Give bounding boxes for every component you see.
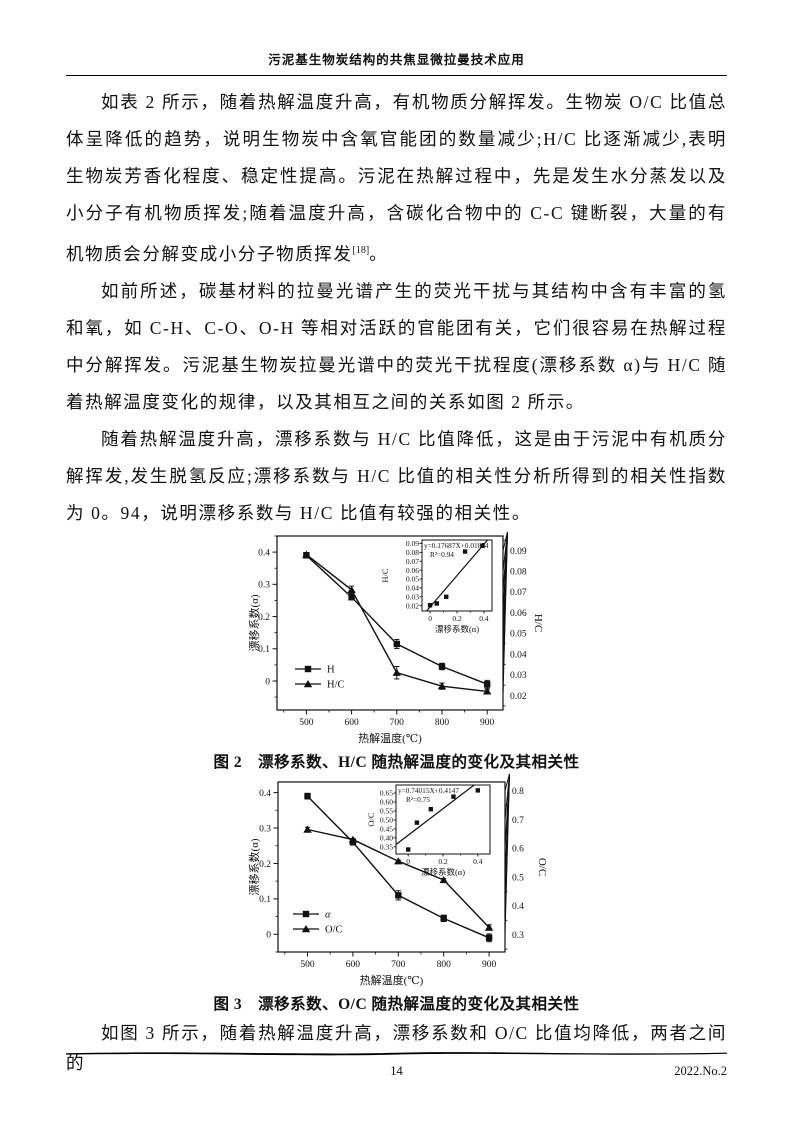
svg-text:0: 0 <box>266 930 271 940</box>
svg-text:0.04: 0.04 <box>405 583 418 592</box>
svg-text:0.1: 0.1 <box>259 895 271 905</box>
svg-text:500: 500 <box>300 960 315 970</box>
svg-text:0.05: 0.05 <box>510 629 527 639</box>
svg-text:0.4: 0.4 <box>259 789 271 799</box>
svg-text:0.07: 0.07 <box>405 557 418 566</box>
svg-text:500: 500 <box>299 718 314 728</box>
citation-reference: [18] <box>352 245 370 256</box>
svg-text:0.45: 0.45 <box>379 824 392 833</box>
svg-text:R²=0.75: R²=0.75 <box>406 795 430 804</box>
svg-text:900: 900 <box>481 960 496 970</box>
paragraph-2: 如前所述，碳基材料的拉曼光谱产生的荧光干扰与其结构中含有丰富的氢和氧，如 C-H… <box>66 280 727 412</box>
svg-text:0.09: 0.09 <box>510 547 527 557</box>
svg-text:0: 0 <box>406 857 410 866</box>
svg-text:0.2: 0.2 <box>258 613 270 623</box>
svg-text:0.2: 0.2 <box>259 860 271 870</box>
svg-text:0.6: 0.6 <box>512 844 524 854</box>
svg-text:0.4: 0.4 <box>512 902 524 912</box>
svg-text:0.02: 0.02 <box>510 692 527 702</box>
svg-text:0.55: 0.55 <box>379 806 392 815</box>
svg-text:800: 800 <box>434 718 449 728</box>
svg-text:0.65: 0.65 <box>379 788 392 797</box>
svg-text:0.02: 0.02 <box>405 601 418 610</box>
svg-text:O/C: O/C <box>536 858 547 876</box>
paragraph-1-tail: 。 <box>369 243 389 264</box>
svg-text:0: 0 <box>428 614 432 623</box>
svg-text:热解温度(℃): 热解温度(℃) <box>359 973 423 987</box>
svg-text:H/C: H/C <box>327 679 345 690</box>
svg-text:0.3: 0.3 <box>259 824 271 834</box>
svg-text:α: α <box>325 909 331 920</box>
svg-text:0.3: 0.3 <box>512 931 524 941</box>
issue-label: 2022.No.2 <box>674 1064 727 1078</box>
svg-text:0.8: 0.8 <box>512 787 524 797</box>
paragraph-3: 随着热解温度升高，漂移系数与 H/C 比值降低，这是由于污泥中有机质分解挥发,发… <box>66 428 727 523</box>
svg-text:y=0.74015X+0.4147: y=0.74015X+0.4147 <box>398 786 459 795</box>
svg-text:0.60: 0.60 <box>379 797 392 806</box>
svg-text:0.4: 0.4 <box>258 548 270 558</box>
figure-2-chart: 500 600 700 800 90000.10.20.30.40.020.030.04… <box>248 531 544 745</box>
svg-text:O/C: O/C <box>325 924 343 935</box>
svg-text:0.03: 0.03 <box>405 592 418 601</box>
page-footer: 14 2022.No.2 <box>66 1044 727 1082</box>
svg-text:0.03: 0.03 <box>510 671 527 681</box>
svg-text:H: H <box>327 664 335 675</box>
svg-text:0.7: 0.7 <box>512 816 524 826</box>
svg-text:0.2: 0.2 <box>452 614 462 623</box>
figure-3-chart: 500 600 700 800 900 0 0.1 0.2 0.3 0.4 0.3 0.4 0.5 0.6… <box>248 773 547 987</box>
svg-text:900: 900 <box>480 718 495 728</box>
svg-text:漂移系数(α): 漂移系数(α) <box>420 867 464 877</box>
svg-text:0.4: 0.4 <box>473 857 483 866</box>
svg-text:0.08: 0.08 <box>405 548 418 557</box>
svg-text:0.2: 0.2 <box>438 857 448 866</box>
svg-text:0.1: 0.1 <box>258 645 270 655</box>
svg-text:0.5: 0.5 <box>512 873 524 883</box>
figure-2-caption: 图 2 漂移系数、H/C 随热解温度的变化及其相关性 <box>213 753 580 771</box>
svg-text:漂移系数(α): 漂移系数(α) <box>248 838 261 895</box>
svg-text:H/C: H/C <box>532 614 544 632</box>
svg-text:漂移系数(α): 漂移系数(α) <box>248 594 261 651</box>
svg-text:热解温度(℃): 热解温度(℃) <box>358 731 422 745</box>
figure-3-caption: 图 3 漂移系数、O/C 随热解温度的变化及其相关性 <box>213 995 580 1013</box>
paragraph-1: 如表 2 所示，随着热解温度升高，有机物质分解挥发。生物炭 O/C 比值总体呈降… <box>66 84 727 273</box>
paragraph-1-text: 如表 2 所示，随着热解温度升高，有机物质分解挥发。生物炭 O/C 比值总体呈降… <box>66 92 727 264</box>
svg-text:H/C: H/C <box>380 568 390 583</box>
svg-text:600: 600 <box>345 960 360 970</box>
svg-text:0.08: 0.08 <box>510 567 527 577</box>
svg-text:0.09: 0.09 <box>405 539 418 548</box>
svg-text:0.3: 0.3 <box>258 580 270 590</box>
svg-text:700: 700 <box>391 960 406 970</box>
running-header-title: 污泥基生物炭结构的共焦显微拉曼技术应用 <box>268 53 525 67</box>
svg-text:y=0.17687X+0.01854: y=0.17687X+0.01854 <box>424 541 489 550</box>
svg-text:600: 600 <box>344 718 359 728</box>
svg-text:800: 800 <box>436 960 451 970</box>
svg-text:0: 0 <box>265 677 270 687</box>
svg-text:0.50: 0.50 <box>379 815 392 824</box>
footer-divider <box>66 1052 727 1056</box>
svg-text:0.35: 0.35 <box>379 842 392 851</box>
svg-text:0.4: 0.4 <box>479 614 489 623</box>
svg-text:R²=0.94: R²=0.94 <box>430 550 454 559</box>
page-number: 14 <box>390 1064 403 1078</box>
svg-text:0.04: 0.04 <box>510 650 527 660</box>
svg-text:0.05: 0.05 <box>405 574 418 583</box>
svg-text:0.07: 0.07 <box>510 588 527 598</box>
header-divider <box>66 75 727 76</box>
svg-text:0.40: 0.40 <box>379 833 392 842</box>
svg-text:O/C: O/C <box>366 812 376 827</box>
paragraph-4: 如图 3 所示，随着热解温度升高，漂移系数和 O/C 比值均降低，两者之间的 <box>66 1022 727 1073</box>
svg-text:0.06: 0.06 <box>405 566 418 575</box>
svg-text:0.06: 0.06 <box>510 609 527 619</box>
svg-text:漂移系数(α): 漂移系数(α) <box>434 624 478 634</box>
svg-text:700: 700 <box>389 718 404 728</box>
